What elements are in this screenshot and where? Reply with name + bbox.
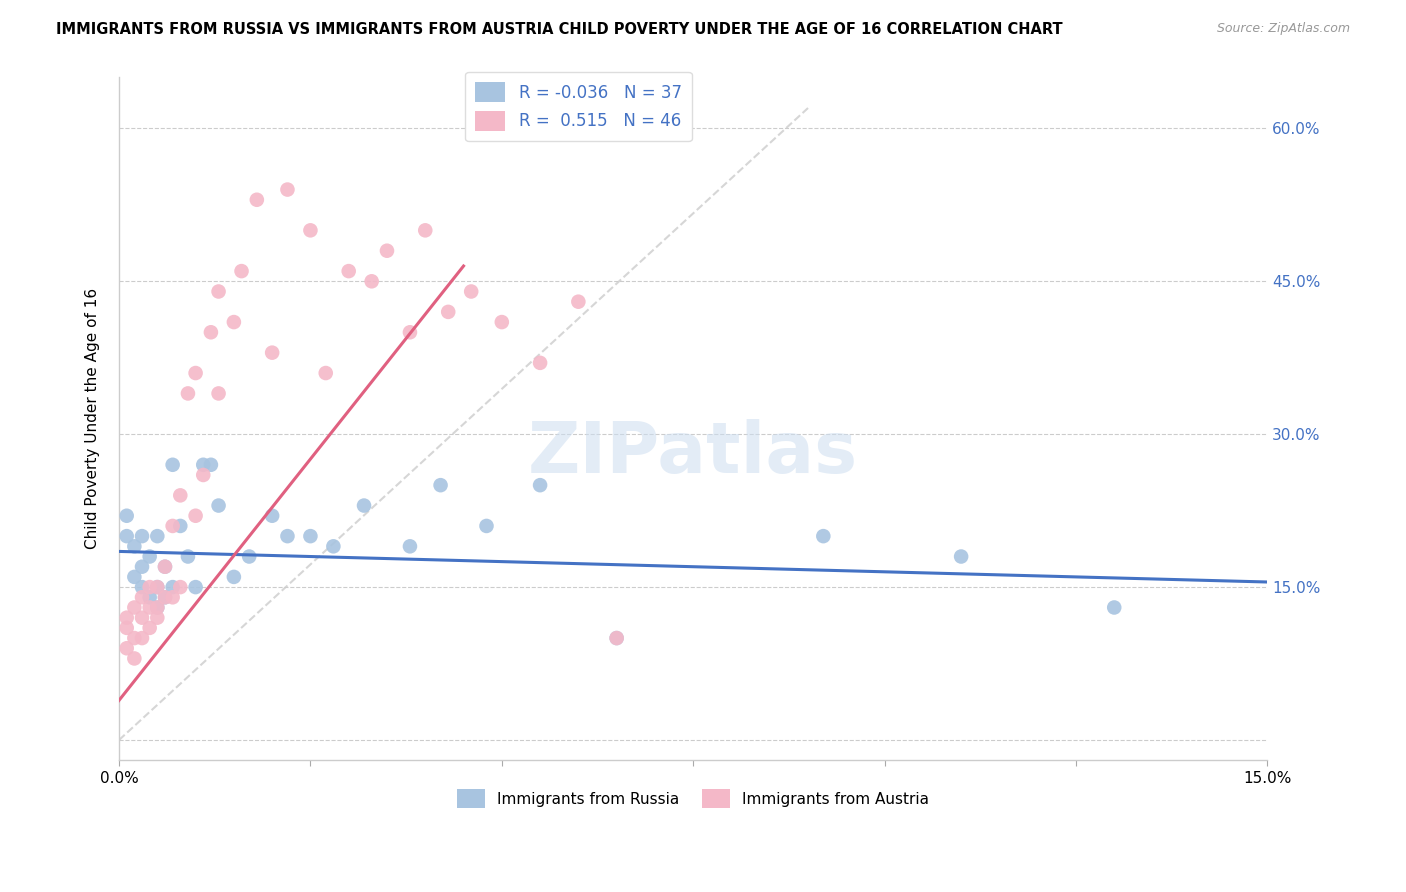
Point (124, 600, 146, 615)
Point (124, 651, 146, 665)
Point (138, 580, 160, 594)
Point (124, 539, 146, 553)
Point (131, 559, 153, 574)
Point (153, 591, 176, 605)
Point (375, 244, 398, 258)
Point (276, 183, 298, 197)
Point (246, 193, 269, 207)
Point (606, 631, 628, 645)
Point (475, 519, 498, 533)
Point (146, 529, 169, 543)
Point (231, 264, 253, 278)
Point (146, 610, 169, 624)
Point (124, 631, 146, 645)
Point (153, 591, 176, 605)
Point (115, 621, 138, 635)
Point (162, 580, 184, 594)
Point (315, 366, 337, 380)
Point (529, 478, 551, 492)
Point (262, 508, 284, 523)
Point (360, 274, 382, 288)
Point (153, 559, 176, 574)
Point (146, 600, 169, 615)
Point (950, 549, 973, 564)
Point (337, 264, 360, 278)
Point (606, 631, 628, 645)
Point (222, 570, 245, 584)
Point (131, 529, 153, 543)
Point (177, 386, 200, 401)
Text: ZIPatlas: ZIPatlas (529, 418, 858, 488)
Point (124, 570, 146, 584)
Point (131, 631, 153, 645)
Point (1102, 600, 1125, 615)
Point (138, 600, 160, 615)
Point (262, 345, 284, 359)
Point (184, 508, 207, 523)
Point (460, 285, 482, 299)
Point (169, 519, 191, 533)
Point (413, 223, 436, 237)
Point (162, 591, 184, 605)
Point (153, 559, 176, 574)
Point (353, 499, 375, 513)
Point (131, 610, 153, 624)
Point (429, 478, 451, 492)
Point (207, 285, 229, 299)
Point (207, 499, 229, 513)
Point (184, 580, 207, 594)
Point (115, 610, 138, 624)
Point (169, 488, 191, 502)
Point (169, 580, 191, 594)
Point (146, 580, 169, 594)
Legend: Immigrants from Russia, Immigrants from Austria: Immigrants from Russia, Immigrants from … (451, 783, 935, 814)
Point (529, 356, 551, 370)
Point (222, 315, 245, 329)
Point (200, 325, 222, 339)
Point (177, 549, 200, 564)
Point (115, 529, 138, 543)
Point (276, 529, 298, 543)
Point (131, 580, 153, 594)
Point (138, 591, 160, 605)
Text: IMMIGRANTS FROM RUSSIA VS IMMIGRANTS FROM AUSTRIA CHILD POVERTY UNDER THE AGE OF: IMMIGRANTS FROM RUSSIA VS IMMIGRANTS FRO… (56, 22, 1063, 37)
Point (813, 529, 835, 543)
Point (162, 458, 184, 472)
Point (399, 325, 422, 339)
Point (162, 519, 184, 533)
Point (131, 591, 153, 605)
Y-axis label: Child Poverty Under the Age of 16: Child Poverty Under the Age of 16 (86, 288, 100, 549)
Point (138, 549, 160, 564)
Point (322, 539, 344, 553)
Point (146, 600, 169, 615)
Point (299, 223, 322, 237)
Point (184, 366, 207, 380)
Point (200, 458, 222, 472)
Point (207, 386, 229, 401)
Point (491, 315, 513, 329)
Point (437, 305, 460, 319)
Point (567, 294, 589, 309)
Point (299, 529, 322, 543)
Point (193, 467, 215, 482)
Point (238, 549, 260, 564)
Point (115, 508, 138, 523)
Point (146, 580, 169, 594)
Point (193, 458, 215, 472)
Point (399, 539, 422, 553)
Text: Source: ZipAtlas.com: Source: ZipAtlas.com (1216, 22, 1350, 36)
Point (115, 641, 138, 656)
Point (138, 621, 160, 635)
